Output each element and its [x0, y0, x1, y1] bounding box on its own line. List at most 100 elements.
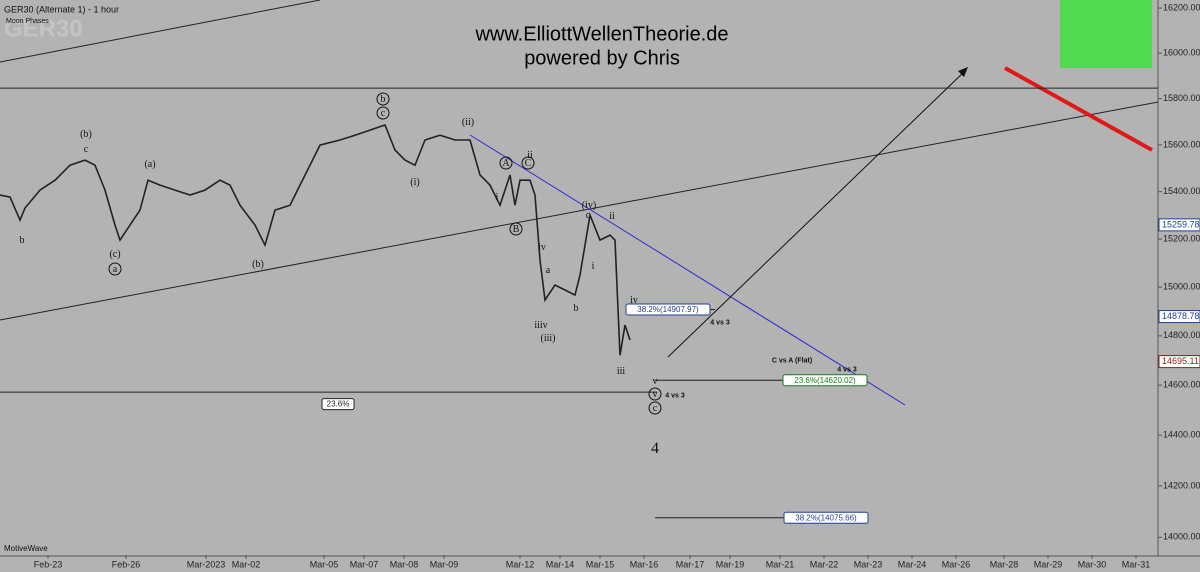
y-tick-label: 16200.00 — [1163, 2, 1200, 12]
green-box — [1060, 0, 1152, 68]
y-tick-label: 14200.00 — [1163, 480, 1200, 490]
wave-label: iv — [538, 242, 546, 253]
price-marker-label: 14878.78 — [1162, 311, 1200, 321]
price-marker — [1158, 310, 1200, 324]
x-tick-label: Mar-28 — [990, 559, 1019, 569]
x-tick-label: Mar-02 — [232, 559, 261, 569]
x-tick-label: Mar-24 — [898, 559, 927, 569]
header-line: powered by Chris — [524, 47, 680, 69]
wave-label: v — [653, 389, 658, 400]
x-tick-label: Mar-30 — [1078, 559, 1107, 569]
x-tick-label: Mar-14 — [546, 559, 575, 569]
arrow-line — [667, 70, 966, 358]
wave-label: iiiv — [534, 320, 547, 331]
y-tick-label: 14600.00 — [1163, 380, 1200, 390]
y-tick-label: 14800.00 — [1163, 330, 1200, 340]
y-tick-label: 15200.00 — [1163, 233, 1200, 243]
price-marker — [1158, 218, 1200, 232]
subtitle: Moon Phases — [6, 18, 49, 25]
level-label-box — [782, 374, 868, 387]
circle-marker — [521, 156, 535, 170]
x-tick-label: Mar-2023 — [187, 559, 226, 569]
wave-label: iii — [617, 366, 626, 377]
circle-marker — [376, 106, 390, 120]
header-line: www.ElliottWellenTheorie.de — [474, 23, 728, 45]
wave-label: (b) — [252, 259, 264, 270]
chart-title: GER30 (Alternate 1) - 1 hour — [4, 4, 119, 14]
x-tick-label: Mar-26 — [942, 559, 971, 569]
y-tick-label: 15600.00 — [1163, 139, 1200, 149]
level-label: 38.2%(14907.97) — [637, 305, 699, 314]
circle-marker — [509, 222, 523, 236]
trend-line — [0, 101, 1159, 321]
watermark: GER30 — [4, 15, 83, 42]
wave-label: C vs A (Flat) — [772, 357, 812, 364]
x-tick-label: Mar-16 — [630, 559, 659, 569]
level-label: 23.6% — [327, 400, 350, 409]
wave-label: a — [546, 265, 551, 276]
wave-label: C — [525, 158, 532, 169]
wave-label: 4 vs 3 — [665, 392, 685, 399]
wave-label: c — [653, 403, 658, 414]
circle-marker — [648, 401, 662, 415]
trend-line — [0, 0, 321, 63]
price-marker-label: 15259.78 — [1162, 219, 1200, 229]
y-tick-label: 16000.00 — [1163, 47, 1200, 57]
x-tick-label: Mar-07 — [350, 559, 379, 569]
x-tick-label: Mar-22 — [810, 559, 839, 569]
wave-label: A — [502, 158, 510, 169]
wave-label: ii — [527, 150, 533, 161]
level-label-box — [625, 303, 711, 316]
wave-label: b — [381, 94, 386, 105]
x-tick-label: Mar-19 — [716, 559, 745, 569]
circle-marker — [108, 262, 122, 276]
wave-label: (ii) — [462, 117, 474, 128]
wave-label: b — [574, 303, 579, 314]
wave-label: c — [381, 108, 386, 119]
y-tick-label: 15000.00 — [1163, 282, 1200, 292]
wave-label: c — [84, 144, 89, 155]
price-marker — [1158, 355, 1200, 369]
circle-marker — [648, 387, 662, 401]
wave-label: (iii) — [541, 333, 556, 344]
x-tick-label: Mar-17 — [676, 559, 705, 569]
x-tick-label: Mar-09 — [430, 559, 459, 569]
x-tick-label: Mar-05 — [310, 559, 339, 569]
x-tick-label: Feb-26 — [112, 559, 141, 569]
wave-label: iv — [630, 295, 638, 306]
wave-label: (a) — [144, 159, 155, 170]
level-label: 23.6%(14620.02) — [794, 376, 856, 385]
wave-label: (iv) — [582, 200, 596, 211]
level-label: 38.2%(14075.66) — [795, 513, 857, 522]
y-tick-label: 15400.00 — [1163, 186, 1200, 196]
wave-label: i — [496, 192, 499, 203]
circle-marker — [376, 92, 390, 106]
x-tick-label: Feb-23 — [34, 559, 63, 569]
wave-label: i — [592, 261, 595, 272]
wave-label: c — [586, 210, 591, 221]
x-tick-label: Mar-29 — [1034, 559, 1063, 569]
footer: MotiveWave — [4, 544, 48, 553]
x-tick-label: Mar-12 — [506, 559, 535, 569]
x-tick-label: Mar-23 — [854, 559, 883, 569]
trend-line — [469, 134, 906, 406]
wave-label: v — [653, 376, 658, 387]
wave-label: b — [20, 235, 25, 246]
wave-label: B — [513, 224, 520, 235]
y-tick-label: 15800.00 — [1163, 93, 1200, 103]
wave-label: a — [113, 264, 118, 275]
circle-marker — [499, 156, 513, 170]
wave-label: ii — [609, 211, 615, 222]
x-tick-label: Mar-08 — [390, 559, 419, 569]
price-marker-label: 14695.11 — [1162, 356, 1199, 366]
wave-label: (c) — [109, 249, 120, 260]
x-tick-label: Mar-15 — [586, 559, 615, 569]
wave-label: 4 vs 3 — [837, 366, 857, 373]
red-line — [1004, 66, 1153, 152]
y-tick-label: 14400.00 — [1163, 430, 1200, 440]
y-tick-label: 14000.00 — [1163, 532, 1200, 542]
level-label-box — [321, 398, 355, 411]
arrow-head — [958, 67, 968, 77]
